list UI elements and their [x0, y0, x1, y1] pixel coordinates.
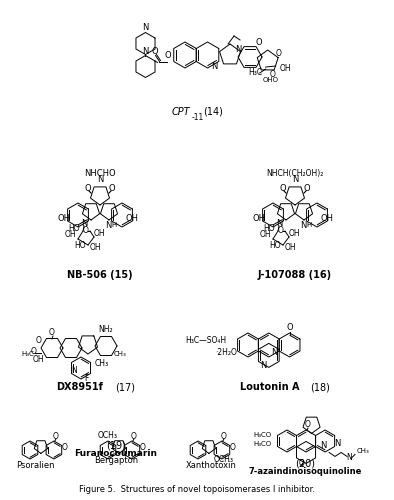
- Text: OH: OH: [126, 214, 139, 223]
- Text: O: O: [49, 328, 55, 337]
- Text: OH: OH: [253, 214, 266, 223]
- Text: OH: OH: [64, 230, 76, 239]
- Text: N: N: [320, 442, 326, 450]
- Text: H₃CO: H₃CO: [254, 432, 272, 438]
- Text: OH: OH: [90, 243, 102, 252]
- Text: O: O: [276, 49, 282, 58]
- Text: O: O: [280, 184, 286, 193]
- Text: OH: OH: [259, 230, 271, 239]
- Text: O: O: [151, 46, 158, 56]
- Text: O: O: [131, 432, 137, 441]
- Text: N: N: [142, 24, 149, 32]
- Text: O: O: [221, 432, 227, 441]
- Text: HO: HO: [269, 241, 281, 250]
- Text: N: N: [211, 62, 217, 71]
- Text: CH₃: CH₃: [95, 359, 109, 368]
- Text: O: O: [53, 432, 59, 441]
- Text: F: F: [84, 374, 88, 383]
- Text: O: O: [286, 323, 293, 332]
- Text: Loutonin A: Loutonin A: [240, 382, 299, 392]
- Text: O: O: [256, 38, 262, 46]
- Text: NHCHO: NHCHO: [84, 169, 116, 178]
- Text: J-107088 (16): J-107088 (16): [258, 270, 332, 280]
- Text: DX8951f: DX8951f: [57, 382, 104, 392]
- Text: ·2H₂O: ·2H₂O: [215, 348, 237, 357]
- Text: 7-azaindinoisoquinoline: 7-azaindinoisoquinoline: [248, 467, 362, 476]
- Text: N: N: [346, 454, 352, 462]
- Text: (17): (17): [115, 382, 135, 392]
- Text: N: N: [260, 362, 267, 370]
- Text: N: N: [292, 175, 298, 184]
- Text: CPT: CPT: [171, 107, 190, 117]
- Text: HO: HO: [68, 224, 80, 233]
- Text: CH₃: CH₃: [357, 448, 370, 454]
- Text: HO: HO: [74, 241, 86, 250]
- Text: NH₂: NH₂: [98, 325, 113, 334]
- Text: NHCH(CH₂OH)₂: NHCH(CH₂OH)₂: [266, 169, 324, 178]
- Text: CH₃: CH₃: [114, 351, 127, 357]
- Text: OH: OH: [280, 64, 291, 73]
- Text: O: O: [270, 70, 276, 79]
- Text: N: N: [300, 220, 306, 230]
- Text: H: H: [112, 222, 117, 228]
- Text: N: N: [334, 439, 340, 448]
- Text: OH: OH: [320, 214, 333, 223]
- Text: HO: HO: [263, 224, 275, 233]
- Text: OH: OH: [285, 243, 297, 252]
- Text: Figure 5.  Structures of novel topoisomerases I inhibitor.: Figure 5. Structures of novel topoisomer…: [79, 485, 315, 494]
- Text: O: O: [62, 443, 68, 452]
- Text: O: O: [85, 184, 91, 193]
- Text: OH: OH: [58, 214, 71, 223]
- Text: H₃C: H₃C: [249, 68, 263, 77]
- Text: N: N: [235, 46, 241, 54]
- Text: O: O: [304, 184, 310, 193]
- Text: N: N: [105, 220, 111, 230]
- Text: N: N: [276, 220, 282, 228]
- Text: H₃C—SO₄H: H₃C—SO₄H: [185, 336, 226, 345]
- Text: O: O: [31, 347, 37, 356]
- Text: O: O: [140, 443, 146, 452]
- Text: O: O: [230, 443, 236, 452]
- Text: O: O: [299, 460, 305, 468]
- Text: (19): (19): [106, 441, 126, 451]
- Text: H₃C: H₃C: [22, 351, 34, 357]
- Text: H₃CO: H₃CO: [254, 441, 272, 447]
- Text: O: O: [83, 226, 89, 235]
- Text: (20): (20): [295, 459, 315, 469]
- Text: N: N: [81, 220, 87, 228]
- Text: Furanocoumarin: Furanocoumarin: [74, 449, 158, 458]
- Text: H: H: [307, 222, 312, 228]
- Text: O: O: [36, 336, 42, 345]
- Text: OCH₃: OCH₃: [98, 431, 118, 440]
- Text: Bergapton: Bergapton: [94, 456, 138, 465]
- Text: O: O: [164, 52, 171, 60]
- Text: NB-506 (15): NB-506 (15): [67, 270, 133, 280]
- Text: Psoralien: Psoralien: [16, 461, 54, 470]
- Text: N: N: [97, 175, 103, 184]
- Text: N: N: [142, 46, 149, 56]
- Text: OCH₃: OCH₃: [214, 455, 234, 464]
- Text: O: O: [305, 420, 311, 429]
- Text: OH: OH: [94, 229, 106, 238]
- Text: OH: OH: [32, 355, 44, 364]
- Text: Xanthotoxin: Xanthotoxin: [186, 461, 236, 470]
- Text: OHO: OHO: [263, 77, 279, 83]
- Text: OH: OH: [289, 229, 301, 238]
- Text: (18): (18): [310, 382, 330, 392]
- Text: N: N: [71, 366, 77, 375]
- Text: O: O: [109, 184, 115, 193]
- Text: (14): (14): [203, 107, 223, 117]
- Text: -11: -11: [192, 113, 204, 122]
- Text: N: N: [271, 348, 278, 357]
- Text: O: O: [278, 226, 284, 235]
